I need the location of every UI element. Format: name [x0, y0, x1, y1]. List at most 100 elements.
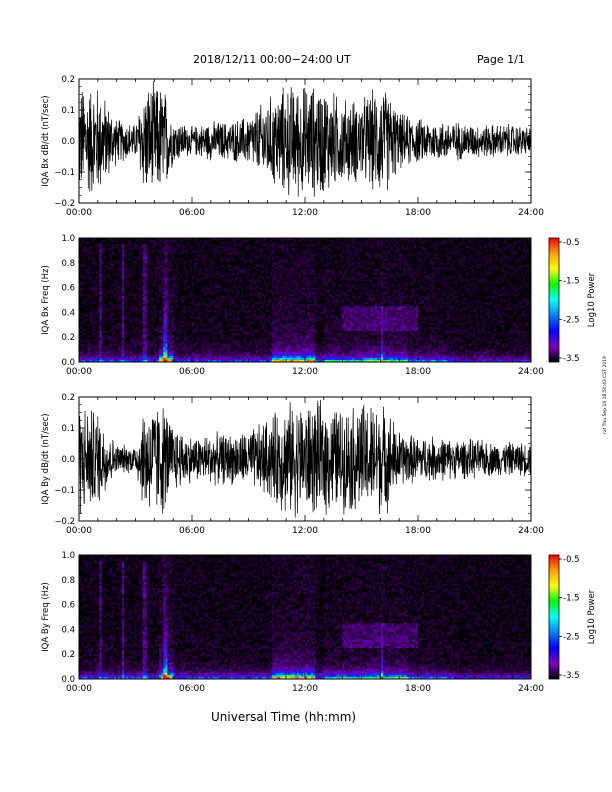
spectrogram-cell — [109, 347, 113, 350]
spectrogram-cell — [97, 328, 100, 332]
spectrogram-cell — [132, 335, 135, 338]
spectrogram-cell — [130, 273, 133, 276]
spectrogram-cell — [134, 316, 137, 319]
spectrogram-cell — [155, 324, 158, 328]
spectrogram-cell — [113, 285, 117, 288]
spectrogram-cell — [79, 238, 82, 241]
spectrogram-cell — [140, 339, 144, 342]
spectrogram-cell — [163, 306, 166, 309]
spectrogram-cell — [136, 300, 139, 303]
spectrogram-cell — [101, 275, 105, 278]
spectrogram-cell — [85, 359, 88, 363]
spectrogram-cell — [118, 293, 121, 297]
spectrogram-cell — [161, 297, 164, 301]
spectrogram-cell — [87, 310, 90, 313]
spectrogram-cell — [148, 279, 152, 282]
spectrogram-cell — [124, 318, 127, 322]
spectrogram-cell — [103, 308, 107, 311]
spectrogram-cell — [161, 246, 164, 249]
spectrogram-cell — [83, 335, 86, 338]
spectrogram-cell — [118, 326, 121, 330]
spectrogram-cell — [93, 314, 96, 317]
spectrogram-cell — [132, 316, 135, 319]
spectrogram-cell — [124, 291, 127, 295]
spectrogram-cell — [134, 337, 137, 340]
spectrogram-cell — [89, 300, 92, 303]
spectrogram-cell — [101, 302, 105, 305]
spectrogram-cell — [155, 269, 158, 272]
spectrogram-cell — [105, 242, 109, 245]
spectrogram-cell — [124, 262, 127, 266]
spectrogram-cell — [97, 308, 100, 311]
spectrogram-cell — [93, 355, 96, 359]
spectrogram-cell — [95, 355, 98, 359]
spectrogram-cell — [128, 318, 131, 322]
spectrogram-cell — [85, 331, 88, 334]
spectrogram-cell — [85, 281, 88, 284]
spectrogram-cell — [128, 283, 131, 286]
spectrogram-cell — [124, 349, 127, 353]
spectrogram-cell — [146, 281, 150, 284]
spectrogram-cell — [157, 335, 160, 338]
spectrogram-cell — [83, 271, 86, 274]
spectrogram-cell — [163, 302, 166, 305]
spectrogram-cell — [103, 287, 107, 291]
spectrogram-cell — [163, 262, 166, 266]
spectrogram-cell — [150, 285, 154, 288]
spectrogram-cell — [157, 238, 160, 241]
spectrogram-cell — [115, 275, 119, 278]
spectrogram-cell — [169, 300, 172, 303]
spectrogram-cell — [115, 345, 119, 348]
spectrogram-cell — [111, 310, 115, 313]
spectrogram-cell — [171, 240, 174, 243]
spectrogram-cell — [99, 262, 102, 266]
spectrogram-cell — [81, 308, 84, 311]
spectrogram-cell — [105, 244, 109, 247]
spectrogram-cell — [120, 291, 123, 295]
spectrogram-cell — [138, 281, 142, 284]
spectrogram-cell — [126, 295, 129, 299]
spectrogram-cell — [103, 302, 107, 305]
spectrogram-cell — [87, 242, 90, 245]
spectrogram-cell — [109, 318, 113, 322]
spectrogram-cell — [140, 256, 144, 260]
spectrogram-cell — [95, 246, 98, 249]
spectrogram-cell — [97, 331, 100, 334]
spectrogram-cell — [148, 289, 152, 293]
spectrogram-cell — [126, 293, 129, 297]
spectrogram-cell — [85, 306, 88, 309]
spectrogram-cell — [146, 328, 150, 332]
spectrogram-cell — [118, 300, 121, 303]
spectrogram-cell — [97, 353, 100, 357]
spectrogram-cell — [167, 256, 170, 260]
spectrogram-cell — [157, 266, 160, 270]
spectrogram-cell — [85, 266, 88, 270]
spectrogram-cell — [87, 314, 90, 317]
spectrogram-cell — [109, 339, 113, 342]
spectrogram-cell — [85, 242, 88, 245]
spectrogram-cell — [132, 240, 135, 243]
spectrogram-cell — [103, 295, 107, 299]
spectrogram-cell — [142, 337, 146, 340]
spectrogram-cell — [130, 349, 133, 353]
spectrogram-cell — [134, 314, 137, 317]
spectrogram-cell — [83, 242, 86, 245]
spectrogram-cell — [128, 297, 131, 301]
spectrogram-cell — [126, 279, 129, 282]
spectrogram-cell — [128, 326, 131, 330]
spectrogram-cell — [87, 304, 90, 307]
spectrogram-cell — [97, 318, 100, 322]
spectrogram-cell — [132, 277, 135, 280]
spectrogram-cell — [150, 297, 154, 301]
spectrogram-cell — [165, 345, 168, 348]
spectrogram-cell — [118, 269, 121, 272]
spectrogram-cell — [165, 258, 168, 262]
spectrogram-cell — [109, 291, 113, 295]
spectrogram-cell — [134, 300, 137, 303]
spectrogram-cell — [89, 242, 92, 245]
spectrogram-cell — [130, 275, 133, 278]
spectrogram-cell — [163, 238, 166, 241]
spectrogram-cell — [142, 242, 146, 245]
spectrogram-cell — [111, 248, 115, 251]
spectrogram-cell — [111, 302, 115, 305]
